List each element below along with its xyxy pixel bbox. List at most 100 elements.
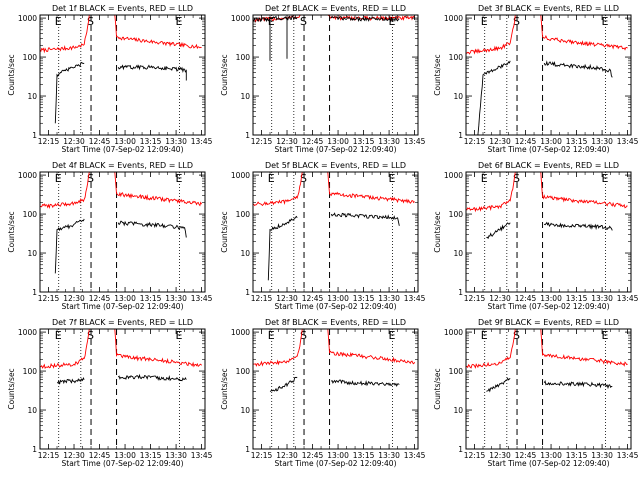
- y-tick-label: 1000: [444, 328, 463, 337]
- panel-frame: [465, 328, 632, 450]
- x-tick-label: 13:30: [591, 451, 613, 460]
- y-tick-label: 1: [245, 131, 250, 140]
- y-tick-label: 1000: [231, 328, 250, 337]
- x-tick-label: 12:15: [38, 137, 60, 146]
- x-tick-label: 12:30: [489, 294, 511, 303]
- detector-panel: Det 5f BLACK = Events, RED = LLD E S E 1 10 10…: [220, 161, 426, 311]
- y-tick-label: 10: [453, 249, 463, 258]
- event-marker-label: E: [601, 15, 608, 28]
- x-axis-label: Start Time (07-Sep-02 12:09:40): [275, 145, 397, 154]
- x-tick-label: 12:45: [89, 137, 111, 146]
- y-tick-label: 100: [236, 367, 251, 376]
- panel-title: Det 2f BLACK = Events, RED = LLD: [265, 4, 406, 13]
- event-marker-label: E: [55, 172, 62, 185]
- y-tick-label: 1000: [231, 171, 250, 180]
- x-tick-label: 13:30: [165, 137, 187, 146]
- detector-panel: Det 6f BLACK = Events, RED = LLD E S E 1 10 10…: [433, 161, 639, 311]
- lld-series-line: [40, 329, 202, 369]
- y-axis-label: Counts/sec: [7, 368, 16, 409]
- events-series-line: [269, 376, 400, 392]
- lld-series-line: [466, 329, 628, 369]
- x-tick-label: 13:00: [327, 451, 349, 460]
- y-tick-label: 1000: [18, 171, 37, 180]
- x-tick-label: 12:30: [63, 294, 85, 303]
- panel-frame: [39, 328, 206, 450]
- panel-frame: [252, 328, 419, 450]
- detector-panel: Det 7f BLACK = Events, RED = LLD E S E 1 10 10…: [7, 318, 213, 468]
- y-tick-label: 1000: [444, 14, 463, 23]
- x-axis-label: Start Time (07-Sep-02 12:09:40): [488, 459, 610, 468]
- x-axis-label: Start Time (07-Sep-02 12:09:40): [275, 302, 397, 311]
- x-tick-label: 13:45: [404, 294, 426, 303]
- x-tick-label: 12:15: [464, 294, 486, 303]
- x-tick-label: 13:00: [327, 137, 349, 146]
- event-marker-label: E: [268, 329, 275, 342]
- x-tick-label: 13:15: [353, 294, 375, 303]
- panel-title: Det 8f BLACK = Events, RED = LLD: [265, 318, 406, 327]
- x-tick-label: 13:45: [404, 137, 426, 146]
- y-tick-label: 10: [240, 92, 250, 101]
- events-series-line: [56, 373, 187, 385]
- x-tick-label: 13:30: [378, 294, 400, 303]
- x-tick-label: 12:15: [464, 451, 486, 460]
- event-marker-label: E: [268, 172, 275, 185]
- y-tick-label: 100: [23, 53, 38, 62]
- x-tick-label: 13:30: [378, 451, 400, 460]
- event-marker-label: S: [513, 15, 520, 28]
- event-marker-label: E: [481, 172, 488, 185]
- x-tick-label: 13:30: [165, 451, 187, 460]
- x-tick-label: 12:45: [89, 294, 111, 303]
- x-axis-label: Start Time (07-Sep-02 12:09:40): [62, 459, 184, 468]
- event-marker-label: E: [601, 329, 608, 342]
- y-tick-label: 1000: [18, 14, 37, 23]
- event-marker-label: S: [87, 172, 94, 185]
- event-marker-label: E: [481, 15, 488, 28]
- x-tick-label: 13:15: [140, 137, 162, 146]
- x-tick-label: 13:45: [191, 294, 213, 303]
- detector-panel: Det 3f BLACK = Events, RED = LLD E S E 1 10 10…: [433, 4, 639, 154]
- lld-series-line: [253, 172, 415, 207]
- panel-title: Det 3f BLACK = Events, RED = LLD: [478, 4, 619, 13]
- panel-title: Det 5f BLACK = Events, RED = LLD: [265, 161, 406, 170]
- x-tick-label: 13:15: [566, 294, 588, 303]
- detector-panel: Det 8f BLACK = Events, RED = LLD E S E 1 10 10…: [220, 318, 426, 468]
- x-tick-label: 13:15: [566, 451, 588, 460]
- y-tick-label: 10: [240, 406, 250, 415]
- x-tick-label: 13:00: [114, 294, 136, 303]
- x-tick-label: 13:00: [540, 451, 562, 460]
- panel-title: Det 4f BLACK = Events, RED = LLD: [52, 161, 193, 170]
- x-tick-label: 12:15: [464, 137, 486, 146]
- x-tick-label: 13:30: [165, 294, 187, 303]
- x-axis-label: Start Time (07-Sep-02 12:09:40): [62, 145, 184, 154]
- event-marker-label: S: [300, 329, 307, 342]
- event-marker-label: E: [175, 172, 182, 185]
- event-marker-label: E: [55, 15, 62, 28]
- y-tick-label: 1: [32, 288, 37, 297]
- panel-title: Det 1f BLACK = Events, RED = LLD: [52, 4, 193, 13]
- panel-frame: [252, 14, 419, 136]
- panel-frame: [465, 171, 632, 293]
- x-tick-label: 12:30: [63, 137, 85, 146]
- lld-series-line: [466, 15, 628, 55]
- x-tick-label: 12:15: [251, 137, 273, 146]
- event-marker-label: E: [175, 15, 182, 28]
- y-tick-label: 1: [458, 131, 463, 140]
- y-tick-label: 1: [245, 288, 250, 297]
- y-tick-label: 100: [449, 367, 464, 376]
- y-tick-label: 10: [27, 92, 37, 101]
- x-tick-label: 12:45: [515, 451, 537, 460]
- x-tick-label: 12:30: [63, 451, 85, 460]
- x-tick-label: 13:00: [540, 294, 562, 303]
- event-marker-label: E: [481, 329, 488, 342]
- x-tick-label: 13:15: [140, 451, 162, 460]
- x-tick-label: 12:45: [515, 294, 537, 303]
- x-tick-label: 13:00: [540, 137, 562, 146]
- detector-panel: Det 2f BLACK = Events, RED = LLD E S E 1 10 10…: [220, 4, 426, 154]
- y-axis-label: Counts/sec: [7, 54, 16, 95]
- events-series-line: [267, 212, 400, 281]
- y-tick-label: 100: [449, 210, 464, 219]
- event-marker-label: S: [300, 15, 307, 28]
- x-tick-label: 12:15: [251, 294, 273, 303]
- panel-frame: [252, 171, 419, 293]
- x-axis-label: Start Time (07-Sep-02 12:09:40): [488, 302, 610, 311]
